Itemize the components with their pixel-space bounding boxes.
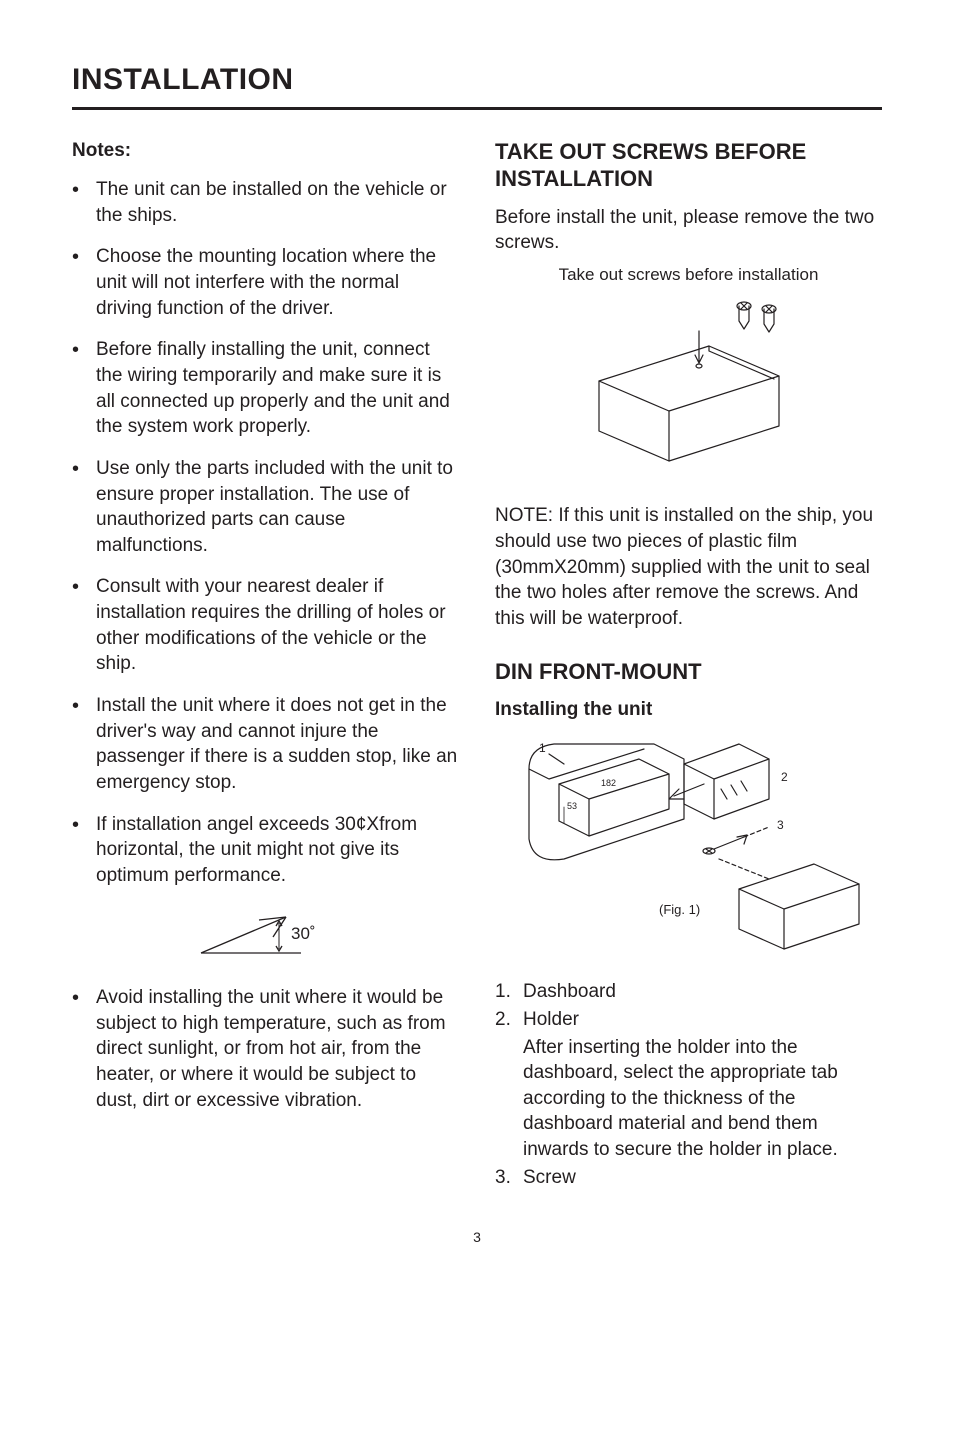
note-text: NOTE: If this unit is installed on the s… [495,503,882,631]
list-item: Dashboard [495,979,882,1005]
svg-text:3: 3 [777,818,784,832]
list-item: Before finally installing the unit, conn… [72,337,459,440]
list-item: Use only the parts included with the uni… [72,456,459,559]
page-number: 3 [72,1228,882,1247]
screws-figure [495,291,882,478]
list-item-label: Holder [523,1009,579,1030]
list-item: Holder After inserting the holder into t… [495,1007,882,1163]
svg-text:2: 2 [781,770,788,784]
two-column-layout: Notes: The unit can be installed on the … [72,138,882,1193]
parts-list: Dashboard Holder After inserting the hol… [495,979,882,1190]
svg-text:182: 182 [601,778,616,788]
right-column: TAKE OUT SCREWS BEFORE INSTALLATION Befo… [495,138,882,1193]
list-item-label: Screw [523,1167,576,1188]
left-column: Notes: The unit can be installed on the … [72,138,459,1193]
angle-figure: 30˚ [72,905,459,972]
notes-heading: Notes: [72,138,459,164]
list-item: The unit can be installed on the vehicle… [72,177,459,228]
list-item: Install the unit where it does not get i… [72,693,459,796]
list-item: Consult with your nearest dealer if inst… [72,574,459,677]
figure-caption: Take out screws before installation [495,264,882,287]
list-item-label: Dashboard [523,981,616,1002]
body-text: Before install the unit, please remove t… [495,205,882,256]
figure-label: (Fig. 1) [659,902,700,917]
svg-text:1: 1 [539,741,546,755]
list-item: If installation angel exceeds 30¢Xfrom h… [72,812,459,889]
svg-text:53: 53 [567,801,577,811]
list-item: Choose the mounting location where the u… [72,244,459,321]
notes-list-cont: Avoid installing the unit where it would… [72,985,459,1113]
section-heading: TAKE OUT SCREWS BEFORE INSTALLATION [495,138,882,193]
section-heading: DIN FRONT-MOUNT [495,658,882,686]
list-item: Avoid installing the unit where it would… [72,985,459,1113]
page-title: INSTALLATION [72,60,882,110]
subsection-heading: Installing the unit [495,697,882,723]
list-item-desc: After inserting the holder into the dash… [523,1035,882,1163]
notes-list: The unit can be installed on the vehicle… [72,177,459,888]
din-mount-figure: 182 53 1 2 [495,729,882,966]
list-item: Screw [495,1165,882,1191]
angle-label: 30˚ [291,924,316,943]
